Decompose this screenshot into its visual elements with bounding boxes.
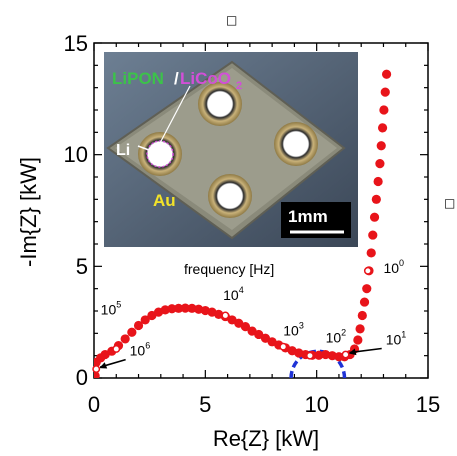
data-point — [376, 141, 386, 151]
stray-glyph-right: □ — [444, 196, 455, 210]
data-point — [379, 105, 389, 115]
inset-licoo-subscript: 2 — [236, 80, 242, 92]
y-tick-labels: 0 5 10 15 — [64, 31, 88, 390]
data-point — [357, 310, 367, 321]
frequency-marker — [112, 345, 121, 353]
frequency-marker — [92, 365, 101, 374]
inset-au-label: Au — [153, 191, 176, 210]
li-pointer — [137, 145, 158, 154]
inset-li-label: Li — [116, 142, 130, 159]
x-tick-label: 0 — [88, 392, 100, 417]
data-point — [371, 194, 381, 204]
li-region-outline — [146, 140, 174, 168]
data-point — [140, 315, 150, 325]
frequency-label: 100 — [383, 258, 404, 276]
data-point — [366, 248, 376, 258]
lipon-pointer — [159, 85, 191, 144]
x-tick-label: 15 — [416, 392, 440, 417]
data-point — [174, 303, 184, 313]
data-point — [380, 87, 390, 97]
axis-ticks — [93, 42, 429, 379]
inset-lipon-label: LiPON — [112, 69, 164, 88]
data-point — [180, 303, 190, 313]
frequency-label: 102 — [326, 327, 347, 345]
frequency-arrowhead — [99, 362, 108, 369]
inset-slash-label: / — [174, 69, 179, 88]
y-axis-label: -Im{Z} [kW] — [16, 157, 41, 267]
data-point — [377, 123, 388, 133]
fit-arc-layer — [289, 349, 347, 378]
scale-bar-label: 1mm — [288, 207, 328, 226]
plot-frame — [93, 42, 429, 379]
data-point — [127, 327, 137, 337]
frequency-marker — [221, 311, 230, 320]
y-tick-label: 5 — [76, 254, 88, 279]
frequency-label: 101 — [386, 330, 407, 348]
inset-licoo-label: LiCoO — [180, 69, 231, 88]
data-point — [368, 230, 378, 240]
data-point — [314, 350, 324, 360]
x-axis-label: Re{Z} [kW] — [213, 426, 319, 451]
data-point — [375, 159, 385, 169]
frequency-label: 105 — [101, 299, 122, 317]
frequency-markers-layer: 100 101 102 103 104 105 106 — [92, 258, 407, 374]
frequency-marker — [363, 266, 372, 275]
inset-photo: LiPON / LiCoO 2 Li Au 1mm — [104, 52, 358, 247]
frequency-arrowhead — [348, 348, 357, 356]
data-point — [187, 303, 197, 313]
data-point — [240, 322, 251, 332]
electrode-right — [274, 122, 318, 166]
y-tick-label: 15 — [64, 31, 88, 56]
electrode-top — [198, 82, 242, 126]
electrode-left — [138, 132, 182, 176]
stray-glyph-top: □ — [226, 13, 237, 27]
data-point — [353, 335, 363, 345]
data-point — [133, 320, 144, 331]
frequency-label: 106 — [130, 341, 151, 359]
frequency-marker — [306, 351, 314, 360]
x-tick-label: 5 — [199, 392, 211, 417]
frequency-label: 104 — [223, 285, 244, 303]
data-point — [167, 304, 177, 314]
frequency-marker — [341, 350, 350, 359]
x-tick-label: 10 — [304, 392, 328, 417]
data-point — [369, 212, 380, 222]
y-tick-label: 10 — [64, 142, 88, 167]
fit-arc — [289, 349, 347, 378]
data-point — [359, 297, 370, 307]
frequency-label: 103 — [283, 321, 304, 339]
frequency-annotation: frequency [Hz] — [184, 261, 274, 277]
y-tick-label: 0 — [76, 365, 88, 390]
frequency-marker — [279, 342, 288, 351]
data-point — [373, 176, 383, 187]
data-point — [120, 334, 130, 344]
data-point — [254, 329, 264, 340]
x-tick-labels: 0 5 10 15 — [88, 392, 440, 417]
electrode-bottom — [208, 174, 252, 218]
data-point — [381, 69, 392, 79]
data-point — [355, 324, 365, 334]
data-point — [362, 284, 372, 294]
